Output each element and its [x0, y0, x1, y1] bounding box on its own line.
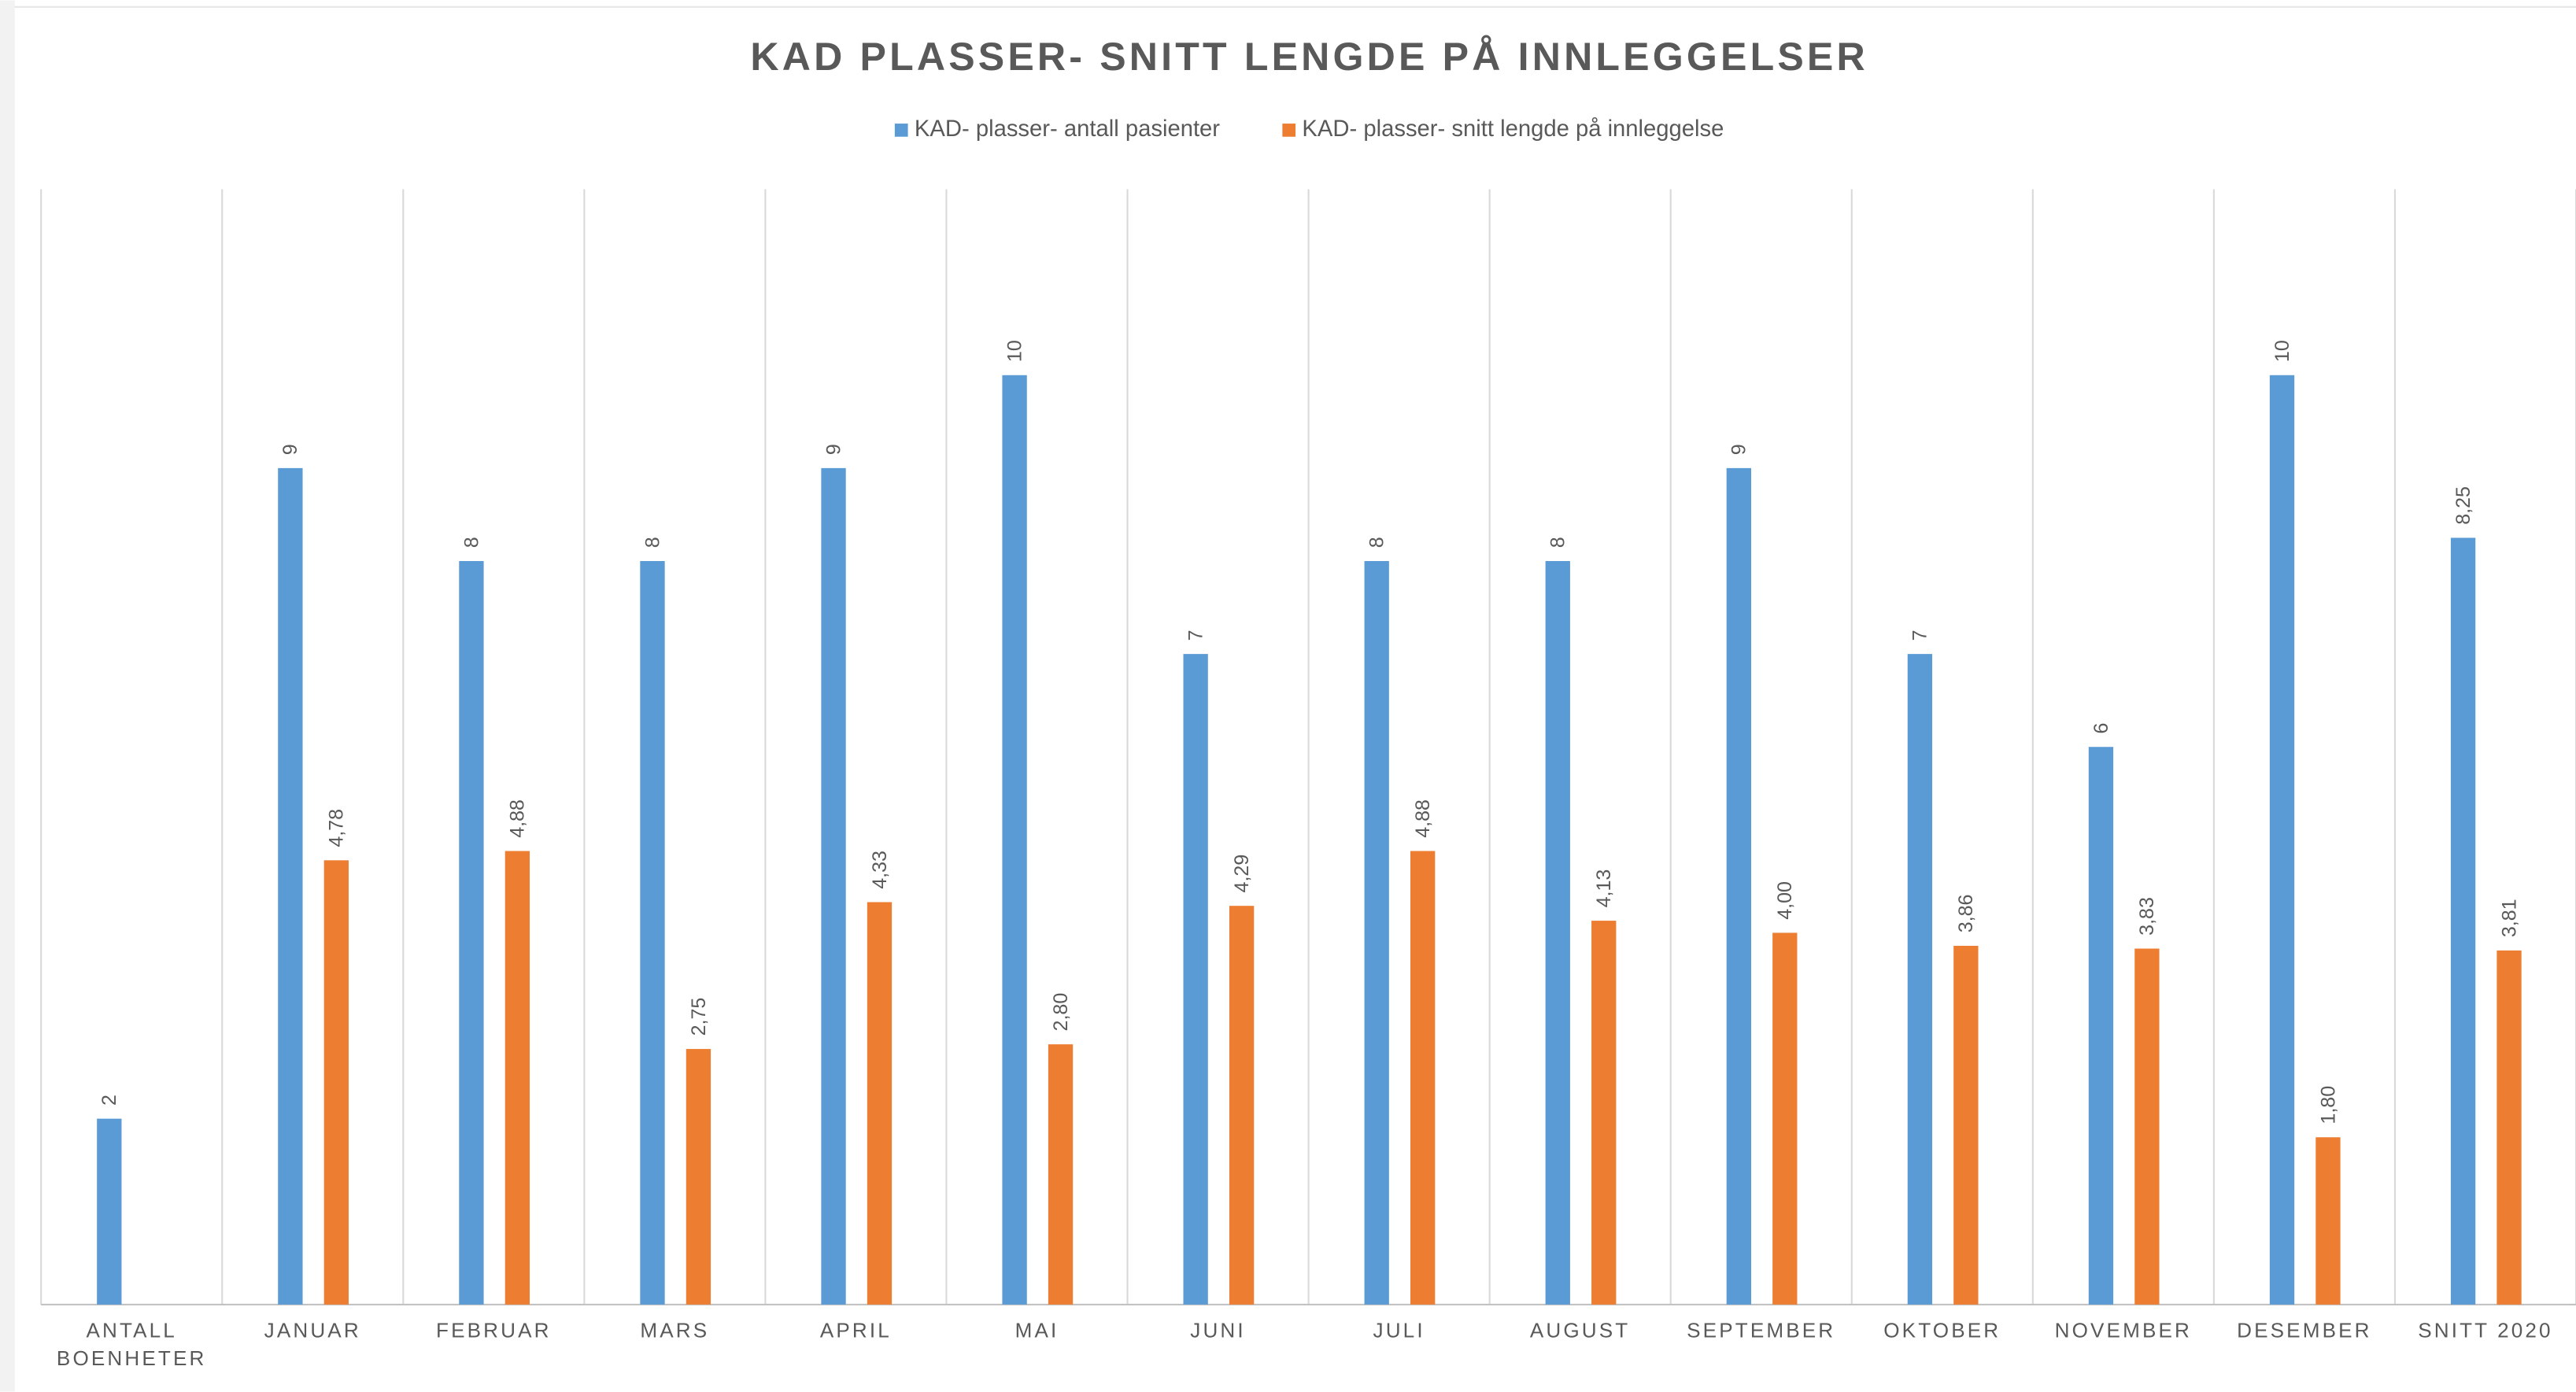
bar: [2497, 950, 2522, 1305]
x-tick-label: ANTALL BOENHETER: [56, 1319, 207, 1371]
x-tick-label: MARS: [640, 1319, 710, 1342]
x-tick-label-box: OKTOBER: [1883, 1319, 2001, 1342]
bar: [323, 860, 349, 1305]
data-label: 2,80: [1050, 993, 1072, 1032]
bar: [640, 560, 665, 1305]
chart-title: KAD PLASSER- SNITT LENGDE PÅ INNLEGGELSE…: [750, 35, 1868, 79]
x-tick-label: APRIL: [819, 1319, 892, 1342]
data-label: 4,88: [1412, 799, 1434, 838]
data-label: 9: [1728, 444, 1750, 455]
data-label: 9: [279, 444, 301, 455]
data-label: 8: [1366, 537, 1388, 548]
legend-label: KAD- plasser- antall pasienter: [915, 116, 1220, 142]
legend-label: KAD- plasser- snitt lengde på innleggels…: [1302, 116, 1724, 142]
x-tick-label: JANUAR: [264, 1319, 361, 1342]
data-label: 6: [2090, 723, 2112, 734]
data-label: 2,75: [688, 998, 710, 1036]
data-label: 8: [460, 537, 482, 548]
bar: [686, 1049, 711, 1305]
bar: [2134, 948, 2160, 1305]
bar: [821, 467, 846, 1305]
x-tick-label: SNITT 2020: [2418, 1319, 2553, 1342]
bar: [1002, 375, 1027, 1305]
x-tick-label: SEPTEMBER: [1687, 1319, 1836, 1342]
x-tick-label-box: NOVEMBER: [2054, 1319, 2193, 1342]
data-label: 8: [1547, 537, 1569, 548]
x-tick-label: FEBRUAR: [436, 1319, 552, 1342]
bar: [1048, 1044, 1074, 1305]
data-label: 4,29: [1231, 855, 1253, 893]
bar: [1410, 851, 1436, 1305]
data-label: 10: [1003, 340, 1026, 362]
bar: [97, 1118, 122, 1305]
data-label: 4,00: [1774, 881, 1796, 920]
data-label: 3,86: [1955, 895, 1977, 933]
bar: [867, 902, 893, 1305]
bar: [1772, 932, 1798, 1305]
x-tick-label-box: APRIL: [819, 1319, 892, 1342]
bar: [1229, 906, 1255, 1305]
x-tick-label-box: JUNI: [1190, 1319, 1246, 1342]
data-label: 4,33: [869, 851, 891, 889]
x-tick-label-box: JULI: [1373, 1319, 1425, 1342]
data-label: 7: [1185, 630, 1207, 641]
x-tick-label: NOVEMBER: [2054, 1319, 2193, 1342]
x-tick-label-box: SNITT 2020: [2418, 1319, 2553, 1342]
data-label: 10: [2271, 340, 2293, 362]
data-label: 2: [98, 1095, 120, 1106]
legend-swatch: [1282, 124, 1296, 137]
data-label: 1,80: [2317, 1086, 2339, 1124]
x-tick-label-box: JANUAR: [264, 1319, 361, 1342]
bar: [2450, 537, 2476, 1305]
x-tick-label-box: ANTALL BOENHETER: [56, 1319, 207, 1371]
bar: [1907, 654, 1933, 1305]
bar: [1591, 921, 1617, 1305]
data-label: 3,83: [2136, 897, 2158, 936]
bar: [1183, 654, 1208, 1305]
left-border: [0, 0, 15, 1392]
bar: [1726, 467, 1751, 1305]
x-tick-label-box: FEBRUAR: [436, 1319, 552, 1342]
x-tick-label: OKTOBER: [1883, 1319, 2001, 1342]
bar: [2088, 747, 2114, 1305]
data-label: 4,78: [326, 809, 348, 847]
data-label: 3,81: [2498, 899, 2520, 937]
x-tick-label: AUGUST: [1529, 1319, 1631, 1342]
data-label: 4,88: [507, 799, 529, 838]
x-tick-label: MAI: [1015, 1319, 1059, 1342]
bar: [2269, 375, 2295, 1305]
legend: KAD- plasser- antall pasienter KAD- plass…: [894, 116, 1724, 142]
bar: [1953, 945, 1979, 1305]
bar: [1545, 560, 1570, 1305]
x-tick-label-box: MAI: [1015, 1319, 1059, 1342]
bar: [1364, 560, 1389, 1305]
data-label: 4,13: [1593, 870, 1615, 908]
x-tick-label-box: AUGUST: [1529, 1319, 1631, 1342]
bar: [2315, 1137, 2341, 1305]
data-label: 7: [1909, 630, 1931, 641]
x-tick-label: JULI: [1373, 1319, 1425, 1342]
x-tick-label-box: SEPTEMBER: [1687, 1319, 1836, 1342]
x-tick-label: JUNI: [1190, 1319, 1246, 1342]
bar: [459, 560, 484, 1305]
data-label: 8,25: [2452, 486, 2474, 525]
x-tick-label: DESEMBER: [2237, 1319, 2372, 1342]
bar: [504, 851, 530, 1305]
legend-swatch: [894, 124, 908, 137]
data-label: 8: [641, 537, 663, 548]
data-label: 9: [822, 444, 844, 455]
bar: [278, 467, 303, 1305]
x-tick-label-box: MARS: [640, 1319, 710, 1342]
x-tick-label-box: DESEMBER: [2237, 1319, 2372, 1342]
